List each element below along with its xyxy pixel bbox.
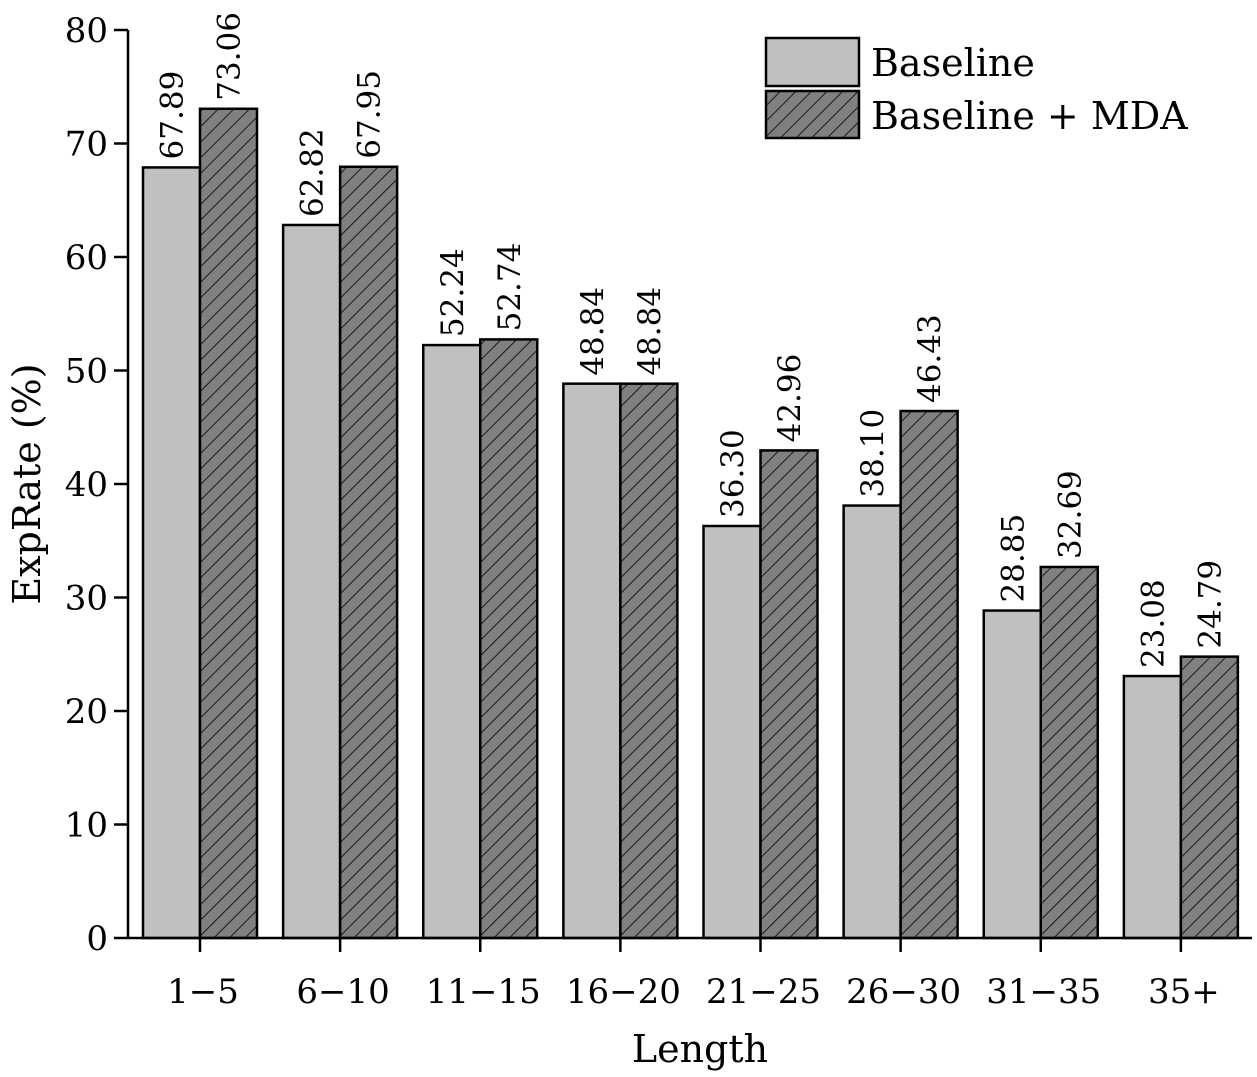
data-label-baseline-5: 38.10 [855, 409, 891, 498]
bar-baseline-mda-3 [619, 382, 679, 940]
bar-baseline-mda-2 [479, 338, 539, 940]
bar-baseline-mda-5 [899, 409, 959, 940]
data-label-baseline-mda-5: 46.43 [912, 314, 948, 403]
data-label-baseline-mda-4: 42.96 [772, 354, 808, 443]
y-tick-label-3: 30 [65, 579, 108, 619]
legend-label-baseline-mda: Baseline + MDA [871, 94, 1188, 138]
x-tick-label-7: 35+ [1148, 972, 1220, 1012]
x-axis-title: Length [632, 1027, 768, 1071]
data-label-baseline-mda-6: 32.69 [1052, 470, 1088, 559]
data-label-baseline-mda-2: 52.74 [492, 243, 528, 332]
bar-baseline-mda-4 [759, 449, 819, 940]
y-tick-label-2: 20 [65, 692, 108, 732]
legend-swatch-baseline-mda [764, 89, 861, 140]
x-tick-label-2: 11−15 [426, 972, 541, 1012]
x-tick-label-3: 16−20 [566, 972, 681, 1012]
y-tick-label-6: 60 [65, 238, 108, 278]
data-label-baseline-4: 36.30 [715, 429, 751, 518]
legend-swatch-baseline [764, 36, 861, 88]
data-label-baseline-6: 28.85 [995, 514, 1031, 603]
x-tick-label-6: 31−35 [986, 972, 1101, 1012]
legend-label-baseline: Baseline [871, 41, 1035, 85]
data-label-baseline-mda-0: 73.06 [212, 12, 248, 101]
bar-baseline-mda-1 [338, 165, 399, 940]
y-axis-title: ExpRate (%) [5, 363, 49, 604]
legend: Baseline Baseline + MDA [764, 36, 1188, 140]
bars-layer [141, 107, 1240, 940]
data-label-baseline-3: 48.84 [575, 287, 611, 376]
bar-baseline-6 [982, 609, 1042, 940]
value-labels-layer: 67.89 73.06 62.82 67.95 52.24 52.74 48.84 48.84… [155, 12, 1229, 668]
data-label-baseline-1: 62.82 [295, 128, 331, 217]
data-label-baseline-mda-1: 67.95 [352, 70, 388, 159]
bar-baseline-mda-6 [1039, 565, 1099, 940]
y-axis: 0 10 20 30 40 50 60 70 80 [65, 11, 130, 959]
bar-baseline-0 [141, 166, 202, 940]
data-label-baseline-mda-7: 24.79 [1192, 560, 1228, 649]
data-label-baseline-mda-3: 48.84 [632, 287, 668, 376]
y-tick-label-8: 80 [65, 11, 108, 51]
data-label-baseline-0: 67.89 [155, 71, 191, 160]
y-tick-label-7: 70 [65, 125, 108, 165]
data-label-baseline-2: 52.24 [435, 248, 471, 337]
bar-baseline-2 [422, 343, 482, 940]
bar-baseline-5 [842, 504, 902, 940]
x-tick-label-4: 21−25 [706, 972, 821, 1012]
y-tick-label-0: 0 [86, 919, 108, 959]
bar-baseline-3 [562, 382, 622, 940]
y-tick-label-5: 50 [65, 352, 108, 392]
x-tick-label-1: 6−10 [296, 972, 389, 1012]
bar-baseline-1 [281, 223, 342, 940]
x-axis: 1−5 6−10 11−15 16−20 21−25 26−30 31−35 35+ [128, 936, 1252, 1012]
x-tick-label-0: 1−5 [167, 972, 239, 1012]
y-tick-label-1: 10 [65, 806, 108, 846]
bar-baseline-mda-7 [1179, 655, 1240, 940]
bar-baseline-4 [702, 524, 762, 940]
data-label-baseline-7: 23.08 [1135, 579, 1171, 668]
y-tick-label-4: 40 [65, 465, 108, 505]
x-tick-label-5: 26−30 [846, 972, 961, 1012]
bar-baseline-7 [1122, 674, 1183, 940]
bar-baseline-mda-0 [198, 107, 259, 940]
